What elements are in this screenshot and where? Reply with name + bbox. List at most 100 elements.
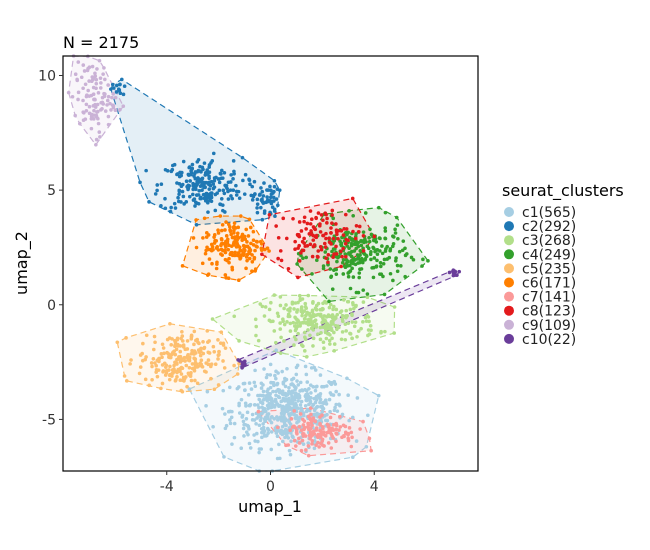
data-point	[451, 270, 456, 275]
data-point	[201, 339, 205, 344]
data-point	[314, 443, 318, 447]
data-point	[297, 259, 302, 263]
data-point	[311, 336, 316, 341]
data-point	[201, 351, 206, 356]
points	[66, 54, 462, 473]
data-point	[173, 352, 178, 357]
y-tick-label: 10	[38, 68, 56, 84]
data-point	[192, 342, 196, 347]
data-point	[253, 439, 257, 443]
data-point	[330, 208, 335, 213]
data-point	[223, 250, 228, 255]
data-point	[308, 430, 313, 434]
data-point	[197, 341, 201, 346]
data-point	[247, 178, 252, 183]
data-point	[257, 405, 261, 410]
data-point	[374, 264, 379, 269]
data-point	[330, 336, 334, 341]
data-point	[376, 393, 381, 398]
data-point	[266, 428, 271, 432]
data-point	[255, 206, 259, 210]
data-point	[303, 403, 308, 408]
data-point	[237, 385, 241, 389]
data-point	[217, 349, 221, 354]
data-point	[342, 264, 347, 268]
data-point	[237, 245, 242, 249]
data-point	[350, 435, 354, 440]
data-point	[290, 301, 295, 306]
data-point	[300, 239, 305, 244]
data-point	[405, 252, 409, 256]
data-point	[375, 258, 379, 263]
data-point	[250, 184, 255, 189]
data-point	[306, 453, 311, 458]
data-point	[283, 427, 288, 432]
data-point	[227, 385, 232, 390]
data-point	[241, 426, 246, 431]
data-point	[160, 381, 165, 386]
data-point	[216, 338, 220, 342]
data-point	[328, 429, 333, 434]
data-point	[187, 387, 192, 391]
data-point	[221, 248, 225, 253]
data-point	[340, 260, 345, 265]
data-point	[304, 255, 308, 260]
data-point	[371, 238, 376, 243]
data-point	[350, 312, 354, 316]
data-point	[283, 435, 287, 440]
data-point	[138, 180, 142, 185]
data-point	[292, 307, 296, 311]
data-point	[108, 101, 112, 106]
data-point	[272, 178, 277, 183]
data-point	[283, 376, 287, 381]
data-point	[181, 375, 186, 380]
data-point	[269, 405, 273, 410]
data-point	[331, 436, 336, 440]
data-point	[207, 163, 212, 167]
data-point	[225, 258, 229, 263]
data-point	[299, 251, 303, 255]
data-point	[351, 301, 355, 305]
data-point	[237, 339, 241, 343]
data-point	[305, 221, 310, 226]
data-point	[178, 360, 183, 364]
data-point	[153, 361, 157, 365]
data-point	[185, 184, 189, 189]
data-point	[296, 331, 300, 336]
data-point	[332, 379, 337, 384]
data-point	[253, 384, 258, 388]
data-point	[194, 338, 198, 343]
data-point	[361, 230, 366, 234]
data-point	[364, 240, 368, 244]
data-point	[321, 316, 325, 321]
data-point	[168, 372, 172, 377]
data-point	[359, 243, 364, 248]
data-point	[341, 258, 346, 262]
data-point	[207, 170, 212, 174]
data-point	[265, 195, 269, 199]
data-point	[300, 408, 304, 413]
data-point	[292, 403, 297, 407]
data-point	[232, 221, 237, 225]
data-point	[213, 362, 218, 367]
data-point	[324, 402, 329, 406]
data-point	[102, 66, 106, 70]
data-point	[199, 346, 203, 351]
data-point	[181, 339, 185, 343]
data-point	[278, 303, 283, 308]
data-point	[342, 226, 346, 231]
data-point	[343, 254, 348, 259]
data-point	[364, 254, 369, 259]
data-point	[300, 388, 305, 393]
data-point	[221, 188, 226, 193]
data-point	[213, 238, 217, 243]
data-point	[297, 441, 302, 445]
data-point	[118, 82, 122, 87]
data-point	[352, 249, 357, 253]
data-point	[379, 272, 384, 276]
data-point	[281, 408, 285, 412]
data-point	[282, 322, 287, 327]
data-point	[94, 114, 99, 119]
data-point	[337, 428, 341, 432]
data-point	[308, 242, 313, 247]
